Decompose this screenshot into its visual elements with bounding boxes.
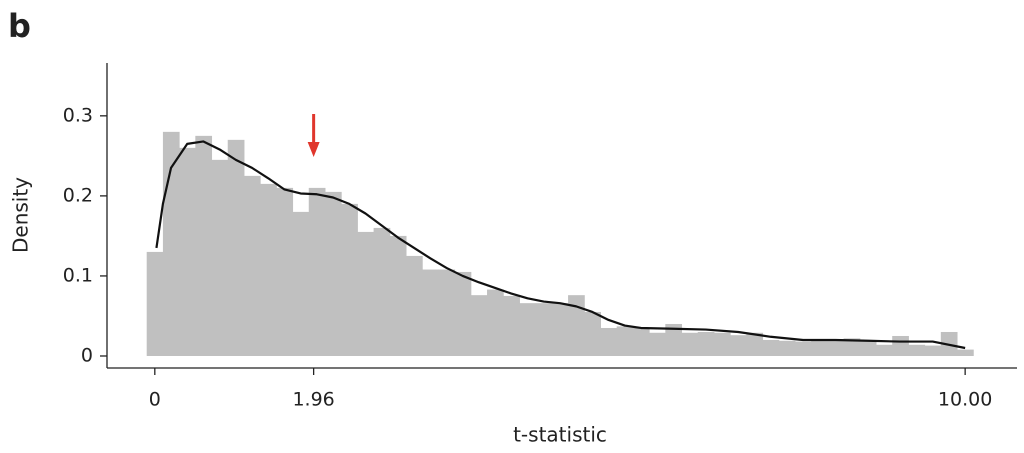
- histogram-bar: [746, 332, 764, 356]
- histogram-bar: [227, 139, 245, 356]
- histogram-bar: [811, 340, 828, 356]
- y-axis-label: Density: [9, 177, 33, 253]
- histogram-bar: [162, 131, 180, 356]
- histogram-bar: [843, 338, 861, 356]
- histogram-bar: [681, 332, 699, 356]
- histogram-bar: [908, 344, 926, 356]
- y-tick-label: 0.3: [63, 104, 93, 126]
- density-curve: [155, 140, 966, 350]
- histogram-bar: [584, 311, 601, 356]
- histogram-bar: [551, 303, 569, 356]
- histogram-bar: [665, 323, 683, 356]
- histogram-bar: [324, 191, 342, 356]
- x-axis-label: t-statistic: [513, 423, 607, 447]
- histogram-bar: [649, 332, 666, 356]
- histogram-bar: [211, 159, 229, 356]
- histogram-bar: [762, 339, 780, 356]
- histogram-bar: [924, 345, 942, 356]
- histogram-bar: [389, 235, 407, 356]
- histogram-bar: [876, 344, 893, 356]
- x-tick-label: 10.00: [938, 389, 992, 411]
- histogram-bar: [568, 295, 585, 356]
- x-tick-label: 1.96: [292, 389, 334, 411]
- histogram-bar: [503, 295, 520, 356]
- histogram-bar: [470, 295, 488, 356]
- histogram-bar: [357, 231, 375, 356]
- histogram-bar: [487, 289, 504, 356]
- histogram-bar: [406, 255, 423, 356]
- histogram-bar: [859, 340, 877, 356]
- histogram-bar: [146, 251, 164, 356]
- y-tick-label: 0: [81, 344, 93, 366]
- y-tick-label: 0.2: [63, 184, 93, 206]
- histogram-bar: [276, 187, 294, 356]
- histogram-bar: [632, 327, 650, 356]
- histogram-bar: [697, 331, 715, 356]
- histogram-bar: [438, 269, 456, 356]
- histogram-bar: [794, 341, 812, 356]
- histogram-bar: [730, 335, 747, 356]
- histogram-bar: [535, 303, 553, 356]
- y-tick-label: 0.1: [63, 264, 93, 286]
- histogram-bar: [600, 327, 618, 356]
- histogram-bar: [778, 340, 796, 356]
- histogram-bar: [519, 303, 537, 356]
- x-tick-label: 0: [149, 389, 161, 411]
- histogram-bar: [373, 227, 391, 356]
- histogram-bar: [616, 326, 634, 356]
- histogram-bar: [454, 271, 472, 356]
- panel-label: b: [8, 7, 31, 45]
- histogram-bar: [243, 175, 261, 356]
- histogram-bar: [179, 147, 196, 356]
- histogram-bar: [341, 203, 358, 356]
- histogram-bar: [827, 340, 845, 356]
- histogram-bar: [292, 211, 310, 356]
- histogram-bar: [195, 135, 213, 356]
- histogram-bar: [957, 349, 974, 356]
- annotation-arrow-head: [307, 142, 320, 157]
- histogram-bar: [260, 183, 277, 356]
- histogram-bar: [422, 269, 439, 356]
- histogram-bar: [308, 187, 326, 356]
- histogram-bar: [892, 335, 909, 356]
- histogram-bar: [713, 332, 731, 356]
